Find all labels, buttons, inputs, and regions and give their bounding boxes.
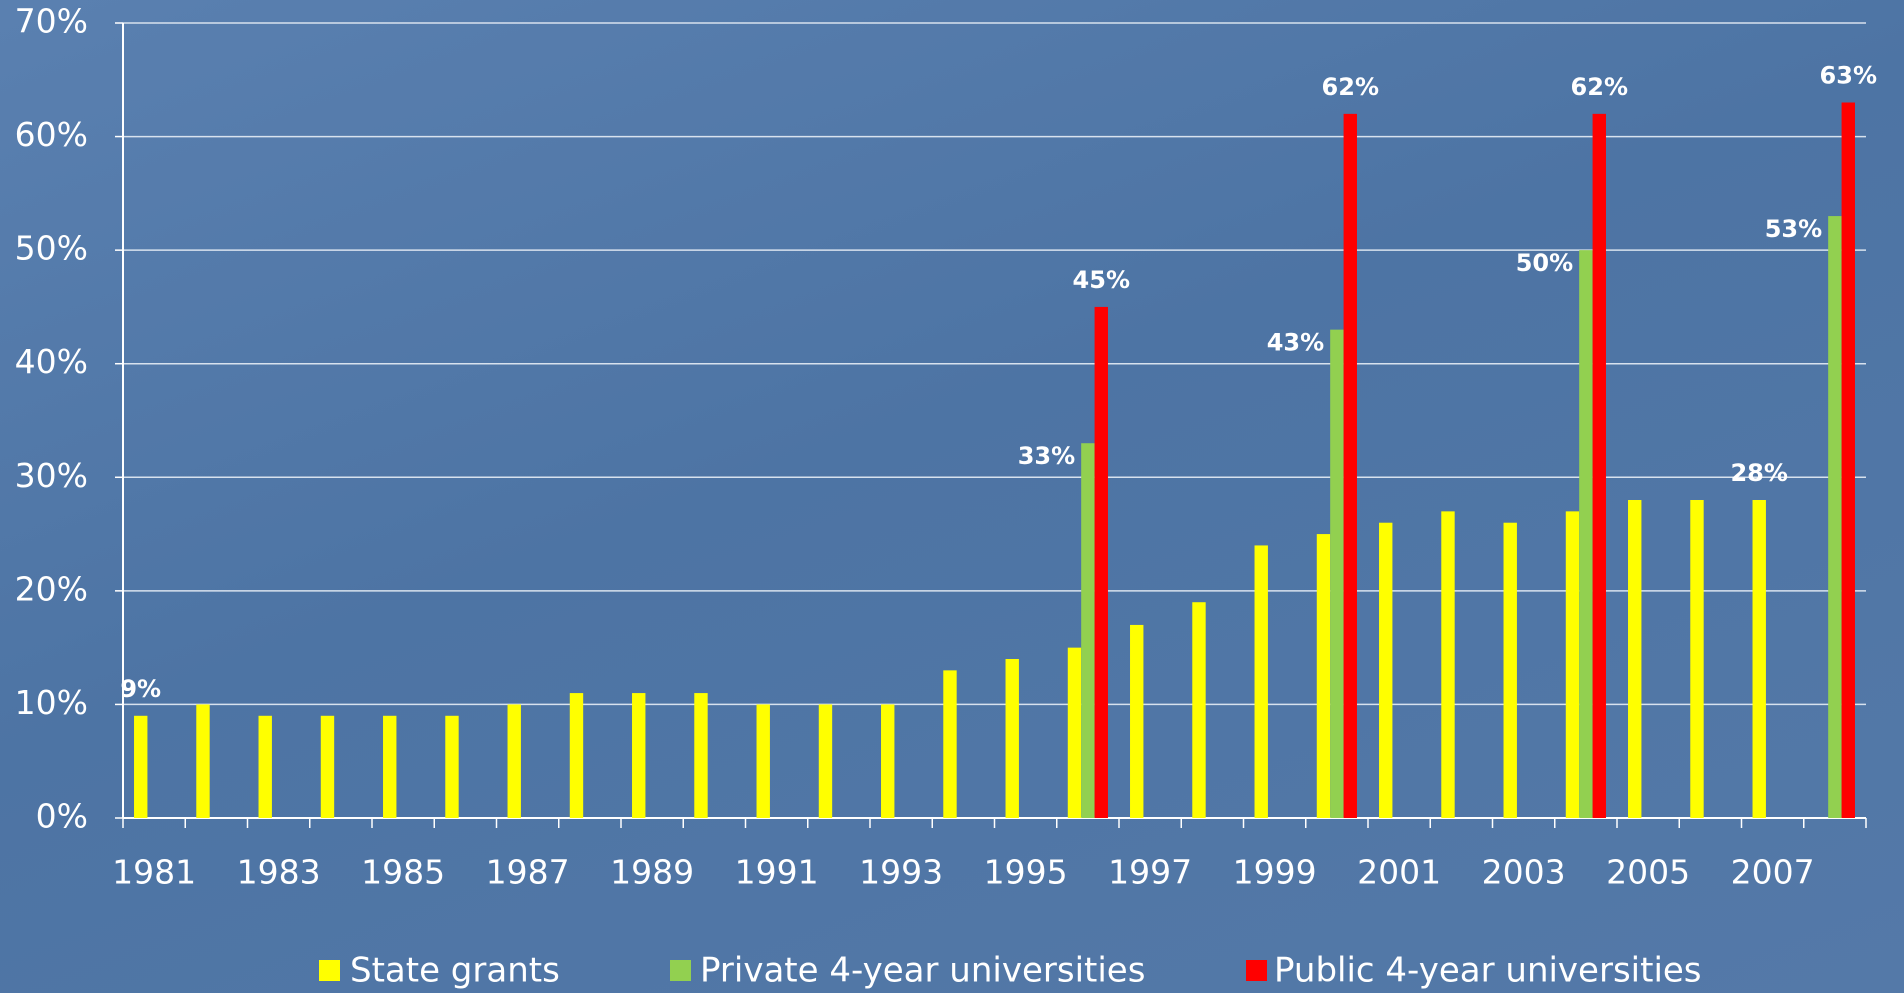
data-label: 50% xyxy=(1516,249,1573,277)
bar xyxy=(881,704,895,818)
bar xyxy=(507,704,521,818)
bar xyxy=(1005,659,1019,818)
bar xyxy=(1841,102,1855,818)
data-label: 33% xyxy=(1018,442,1075,470)
bar xyxy=(1628,500,1642,818)
legend-swatch xyxy=(670,960,691,981)
bar xyxy=(694,693,708,818)
x-tick-label: 2001 xyxy=(1357,853,1441,892)
legend-label: Public 4-year universities xyxy=(1274,951,1702,991)
legend-swatch xyxy=(1246,960,1267,981)
bar xyxy=(1094,306,1108,818)
bar xyxy=(756,704,770,818)
y-tick-label: 40% xyxy=(15,342,88,381)
x-tick-label: 1993 xyxy=(859,853,943,892)
y-tick-label: 70% xyxy=(15,2,88,41)
bar xyxy=(1828,216,1842,819)
bar xyxy=(1379,522,1393,818)
bar xyxy=(1330,329,1344,818)
x-tick-label: 1997 xyxy=(1108,853,1192,892)
bar xyxy=(1067,647,1082,818)
bar xyxy=(134,715,148,818)
bar xyxy=(1081,443,1095,818)
x-tick-label: 1983 xyxy=(237,853,321,892)
bar xyxy=(445,715,459,818)
x-tick-label: 2003 xyxy=(1482,853,1566,892)
bar xyxy=(383,715,397,818)
bar xyxy=(1343,113,1357,819)
bar xyxy=(818,704,833,818)
bar xyxy=(196,704,210,818)
y-tick-label: 10% xyxy=(15,683,88,722)
data-label: 62% xyxy=(1571,73,1628,101)
data-label: 62% xyxy=(1322,73,1379,101)
legend-label: Private 4-year universities xyxy=(700,951,1145,991)
bar xyxy=(258,715,272,818)
y-tick-label: 30% xyxy=(15,456,88,495)
bar xyxy=(632,693,646,818)
data-label: 63% xyxy=(1820,62,1877,90)
data-label: 45% xyxy=(1073,266,1130,294)
x-tick-label: 1981 xyxy=(112,853,196,892)
bar xyxy=(1254,545,1268,818)
y-tick-label: 20% xyxy=(15,569,88,608)
x-tick-label: 1989 xyxy=(610,853,694,892)
data-label: 28% xyxy=(1730,459,1787,487)
bar xyxy=(320,715,335,818)
bar xyxy=(569,693,584,818)
bar xyxy=(1579,250,1593,819)
x-tick-label: 1999 xyxy=(1233,853,1317,892)
x-tick-label: 1995 xyxy=(984,853,1068,892)
y-tick-label: 60% xyxy=(15,115,88,154)
bar xyxy=(1130,624,1144,818)
bar xyxy=(1565,511,1580,818)
bar xyxy=(1752,500,1766,818)
x-tick-label: 1991 xyxy=(735,853,819,892)
data-label: 53% xyxy=(1765,215,1822,243)
x-tick-label: 2005 xyxy=(1606,853,1690,892)
legend-swatch xyxy=(319,960,340,981)
data-label: 43% xyxy=(1267,329,1324,357)
data-label: 9% xyxy=(120,675,161,703)
bar xyxy=(1690,500,1704,818)
x-tick-label: 1985 xyxy=(361,853,445,892)
bar xyxy=(1441,511,1455,818)
bar xyxy=(1503,522,1517,818)
x-tick-label: 2007 xyxy=(1731,853,1815,892)
bar xyxy=(1592,113,1606,819)
y-tick-label: 50% xyxy=(15,229,88,268)
legend-label: State grants xyxy=(350,951,560,991)
bar xyxy=(943,670,957,818)
x-tick-label: 1987 xyxy=(486,853,570,892)
bar xyxy=(1316,534,1331,818)
y-tick-label: 0% xyxy=(36,797,88,836)
bar xyxy=(1192,602,1206,818)
